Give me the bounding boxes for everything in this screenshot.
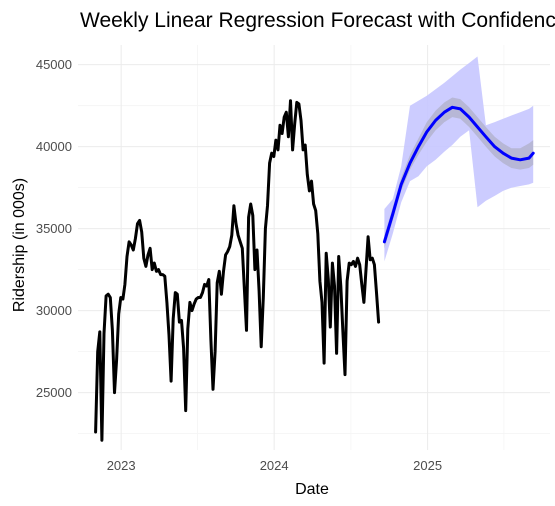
data-lines [94,99,535,442]
x-tick-label: 2025 [413,458,442,473]
tick-labels: 25000 30000 35000 40000 45000 2023 2024 2025 [36,57,442,473]
y-tick-label: 35000 [36,221,72,236]
actual-series-line [94,99,381,442]
forecast-series-line [382,105,535,244]
y-tick-label: 25000 [36,385,72,400]
y-tick-label: 30000 [36,303,72,318]
x-tick-label: 2024 [260,458,289,473]
x-tick-label: 2023 [107,458,136,473]
y-tick-label: 40000 [36,139,72,154]
inner-confidence-band [384,97,534,249]
y-tick-label: 45000 [36,57,72,72]
y-axis-title: Ridership (in 000s) [11,178,28,312]
x-axis-title: Date [295,481,329,498]
chart-title: Weekly Linear Regression Forecast with C… [80,9,555,32]
gridlines [78,45,550,450]
outer-confidence-band [384,56,534,262]
confidence-bands [384,56,534,262]
